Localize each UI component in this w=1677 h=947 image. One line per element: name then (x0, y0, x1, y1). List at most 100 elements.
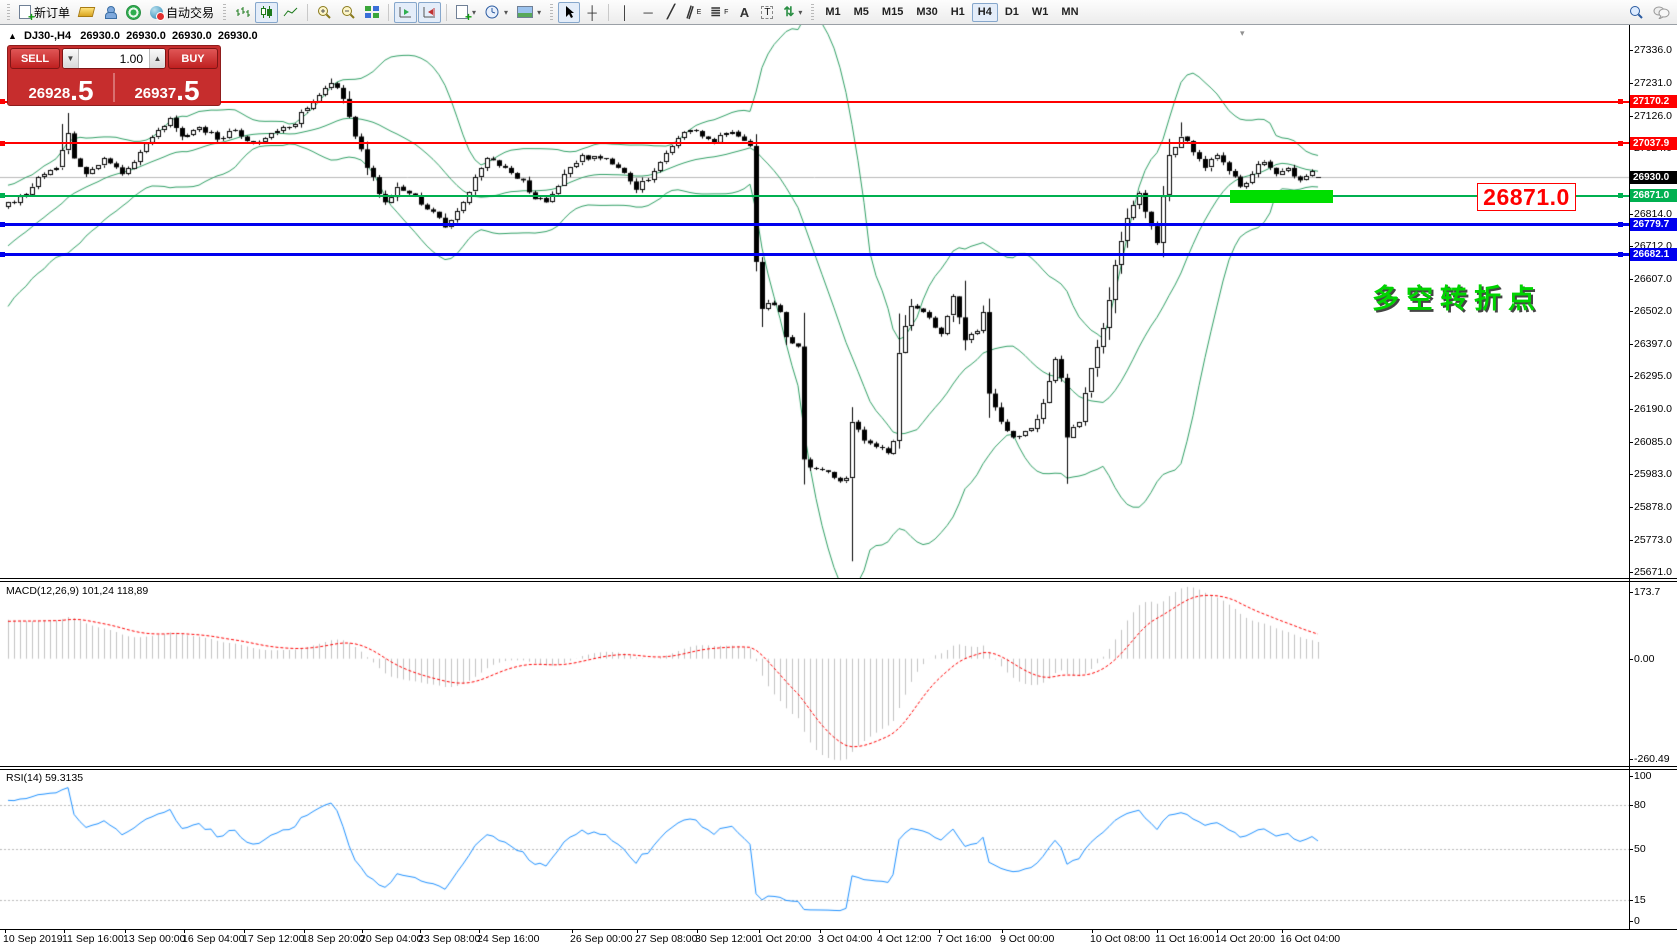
horizontal-line-button[interactable]: ─ (637, 2, 659, 23)
price-axis-label: 25671.0 (1634, 565, 1672, 578)
gold-button[interactable] (75, 2, 98, 23)
timeframe-d1-button[interactable]: D1 (1004, 6, 1019, 18)
timeframe-mn-button[interactable]: MN (1061, 6, 1079, 18)
panel-divider[interactable] (0, 769, 1677, 770)
price-axis-tick (1629, 213, 1633, 215)
price-axis-tick (1629, 344, 1633, 346)
price-axis-label: 26295.0 (1634, 370, 1672, 383)
timeframe-m15-button[interactable]: M15 (881, 6, 904, 18)
vertical-line-button[interactable]: │ (614, 2, 636, 23)
time-axis-tick (420, 929, 421, 933)
crosshair-icon: ┼ (587, 4, 597, 20)
horizontal-line-27170.2[interactable] (0, 99, 1629, 105)
new-chart-button[interactable]: ▾ (452, 2, 480, 24)
bar-chart-icon (236, 7, 251, 17)
trend-line-button[interactable]: ╱ (660, 2, 682, 23)
price-tag-26871.0: 26871.0 (1630, 189, 1677, 203)
profiles-icon (517, 6, 534, 18)
macd-panel-canvas[interactable] (0, 582, 1629, 766)
buy-button[interactable]: BUY (168, 48, 218, 69)
price-axis-label: 26814.0 (1634, 207, 1672, 220)
price-tag-27037.9: 27037.9 (1630, 136, 1677, 150)
vertical-line-icon: │ (621, 4, 630, 20)
toolbar-grip (550, 4, 554, 20)
rsi-axis-label: 15 (1634, 894, 1646, 906)
price-tag-27170.2: 27170.2 (1630, 95, 1677, 109)
crosshair-button[interactable]: ┼ (581, 2, 603, 23)
horizontal-line-26871.0[interactable] (0, 193, 1629, 199)
line-chart-button[interactable] (279, 2, 302, 23)
timeframe-h1-button[interactable]: H1 (950, 6, 965, 18)
main-chart-canvas[interactable] (0, 25, 1629, 578)
level-price-annotation[interactable]: 26871.0 (1477, 183, 1576, 211)
bar-chart-button[interactable] (231, 2, 254, 23)
price-axis-tick (1629, 245, 1633, 247)
price-axis-tick (1629, 474, 1633, 476)
cursor-button[interactable] (558, 1, 581, 23)
price-axis-label: 25773.0 (1634, 533, 1672, 546)
panel-divider[interactable] (0, 581, 1677, 582)
toolbar-grip (811, 4, 815, 20)
text-button[interactable]: A (733, 2, 755, 23)
horizontal-line-27037.9[interactable] (0, 140, 1629, 146)
collapse-triangle-icon[interactable]: ▲ (8, 31, 17, 41)
time-axis-tick (362, 929, 363, 933)
arrows-button[interactable]: ⇅ ▾ (779, 2, 806, 23)
tile-windows-button[interactable] (361, 2, 383, 23)
sell-button[interactable]: SELL (10, 48, 60, 69)
one-click-trading-widget: SELL ▼ 1.00 ▲ BUY 26928 .5 26937 .5 (7, 45, 221, 106)
time-axis-tick (697, 929, 698, 933)
volume-increase-button[interactable]: ▲ (149, 49, 165, 68)
timeframe-m30-button[interactable]: M30 (916, 6, 938, 18)
timeframe-m1-button[interactable]: M1 (825, 6, 841, 18)
price-axis-label: 26397.0 (1634, 338, 1672, 351)
channel-button[interactable]: ∥ E (685, 3, 702, 20)
sell-price-button[interactable]: 26928 .5 (10, 71, 112, 105)
price-axis-label: 25878.0 (1634, 501, 1672, 514)
toolbar: 新订单 自动交易 ▾ ▾ ▾ ┼ (0, 0, 1677, 25)
time-axis-tick (125, 929, 126, 933)
volume-decrease-button[interactable]: ▼ (63, 49, 79, 68)
zoom-in-button[interactable] (313, 2, 336, 23)
profiles-button[interactable]: ▾ (513, 2, 545, 23)
pivot-point-annotation[interactable]: 多空转折点 (1372, 284, 1542, 314)
chart-shift-button[interactable] (418, 1, 442, 23)
chart-shift-marker-icon[interactable]: ▾ (1240, 28, 1245, 38)
text-label-button[interactable]: T (756, 2, 778, 23)
volume-input[interactable]: 1.00 (119, 52, 143, 66)
candlestick-chart-button[interactable] (255, 1, 279, 23)
price-axis-label: 27231.0 (1634, 76, 1672, 89)
horizontal-line-26779.7[interactable] (0, 221, 1629, 227)
auto-trading-button[interactable]: 自动交易 (146, 2, 218, 23)
horizontal-line-26682.1[interactable] (0, 252, 1629, 258)
chat-button[interactable] (1649, 2, 1674, 23)
search-button[interactable] (1625, 2, 1648, 23)
time-axis-label: 10 Oct 08:00 (1090, 933, 1151, 945)
rsi-panel-canvas[interactable] (0, 769, 1629, 929)
new-order-button[interactable]: 新订单 (15, 2, 74, 24)
buy-price-button[interactable]: 26937 .5 (116, 71, 218, 105)
periods-button[interactable]: ▾ (481, 2, 512, 23)
fibonacci-button[interactable]: ≣ F (710, 4, 729, 19)
signals-button[interactable] (122, 2, 145, 23)
sell-price-int: 26928 (28, 85, 71, 102)
price-axis-tick (1629, 539, 1633, 541)
auto-scroll-button[interactable] (394, 1, 418, 23)
highlight-rectangle[interactable] (1230, 190, 1333, 203)
price-axis-label: 27126.0 (1634, 109, 1672, 122)
price-axis-tick (1629, 50, 1633, 51)
symbol-timeframe: DJ30-,H4 (23, 30, 72, 42)
toolbar-grip (7, 4, 10, 20)
zoom-out-button[interactable] (337, 2, 360, 23)
timeframe-m5-button[interactable]: M5 (853, 6, 869, 18)
panel-divider[interactable] (0, 578, 1677, 579)
timeframe-h4-button[interactable]: H4 (971, 2, 998, 22)
time-axis-label: 20 Sep 04:00 (360, 933, 423, 945)
profile-button[interactable] (99, 2, 121, 23)
panel-divider[interactable] (0, 766, 1677, 767)
timeframe-w1-button[interactable]: W1 (1031, 6, 1049, 18)
time-axis-label: 7 Oct 16:00 (937, 933, 992, 945)
trend-line-icon: ╱ (667, 4, 675, 19)
time-axis-label: 30 Sep 12:00 (695, 933, 758, 945)
price-axis-tick (1629, 278, 1633, 280)
